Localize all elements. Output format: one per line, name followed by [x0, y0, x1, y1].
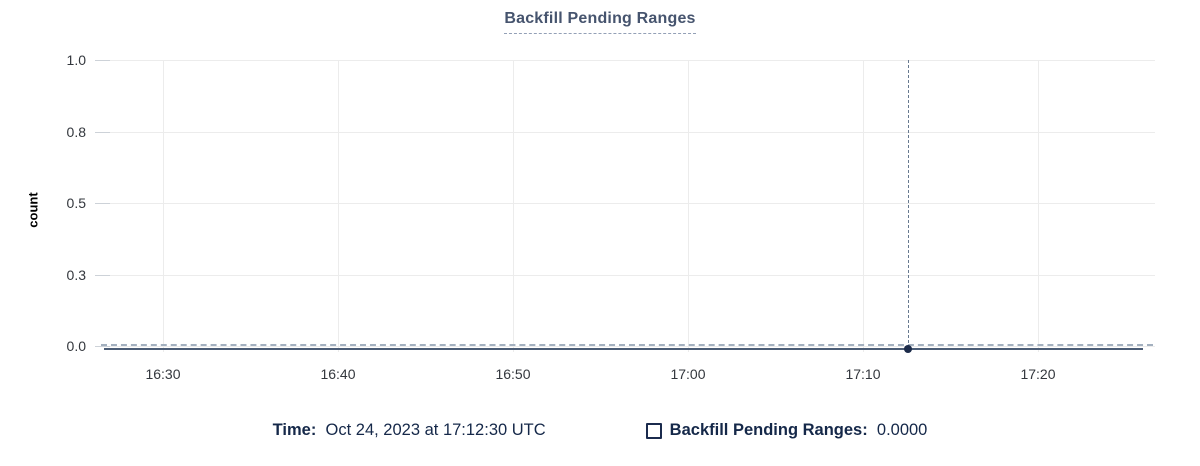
- hover-point-dot: [904, 345, 912, 353]
- x-tick-label: 16:40: [320, 366, 356, 382]
- gridline-vertical: [163, 60, 164, 352]
- chart-plot-area[interactable]: [95, 60, 1155, 353]
- y-tick-mark: [95, 346, 110, 347]
- legend-checkbox[interactable]: [645, 422, 662, 439]
- x-tick-label: 16:50: [495, 366, 531, 382]
- gridline-vertical: [513, 60, 514, 352]
- tooltip-series-value: 0.0000: [876, 421, 928, 439]
- tooltip-time-value: Oct 24, 2023 at 17:12:30 UTC: [325, 421, 546, 439]
- y-tick-label: 0.3: [66, 266, 86, 283]
- chart-title[interactable]: Backfill Pending Ranges: [504, 10, 696, 34]
- gridline-vertical: [688, 60, 689, 352]
- y-tick-mark: [95, 131, 110, 133]
- y-tick-label: 1.0: [66, 52, 86, 68]
- tooltip-series-group: Backfill Pending Ranges: 0.0000: [645, 421, 928, 440]
- gridline-horizontal: [95, 60, 1155, 61]
- y-tick-mark: [95, 203, 110, 204]
- tooltip-bar: Time: Oct 24, 2023 at 17:12:30 UTC Backf…: [0, 421, 1200, 440]
- x-tick-label: 17:10: [845, 366, 881, 382]
- gridline-horizontal: [95, 274, 1155, 276]
- x-tick-label: 17:00: [670, 366, 706, 382]
- gridline-horizontal: [95, 131, 1155, 133]
- y-tick-mark: [95, 60, 110, 61]
- gridline-vertical: [338, 60, 339, 352]
- crosshair-line: [908, 60, 909, 348]
- y-tick-label: 0.5: [66, 195, 86, 211]
- gridline-horizontal: [95, 346, 1155, 347]
- tooltip-time-label: Time:: [272, 421, 317, 439]
- tooltip-series-label: Backfill Pending Ranges:: [669, 421, 868, 439]
- gridline-horizontal: [95, 203, 1155, 204]
- x-tick-label: 16:30: [145, 366, 181, 382]
- series-line: [104, 348, 1143, 350]
- y-tick-label: 0.8: [66, 123, 86, 140]
- gridline-vertical: [1038, 60, 1039, 352]
- y-tick-label: 0.0: [66, 338, 86, 354]
- gridline-vertical: [863, 60, 864, 352]
- y-tick-mark: [95, 274, 110, 276]
- tooltip-time-group: Time: Oct 24, 2023 at 17:12:30 UTC: [273, 421, 546, 440]
- series-zero-dashed-line: [101, 344, 1153, 346]
- chart-title-row: Backfill Pending Ranges: [0, 10, 1200, 34]
- x-tick-label: 17:20: [1020, 366, 1056, 382]
